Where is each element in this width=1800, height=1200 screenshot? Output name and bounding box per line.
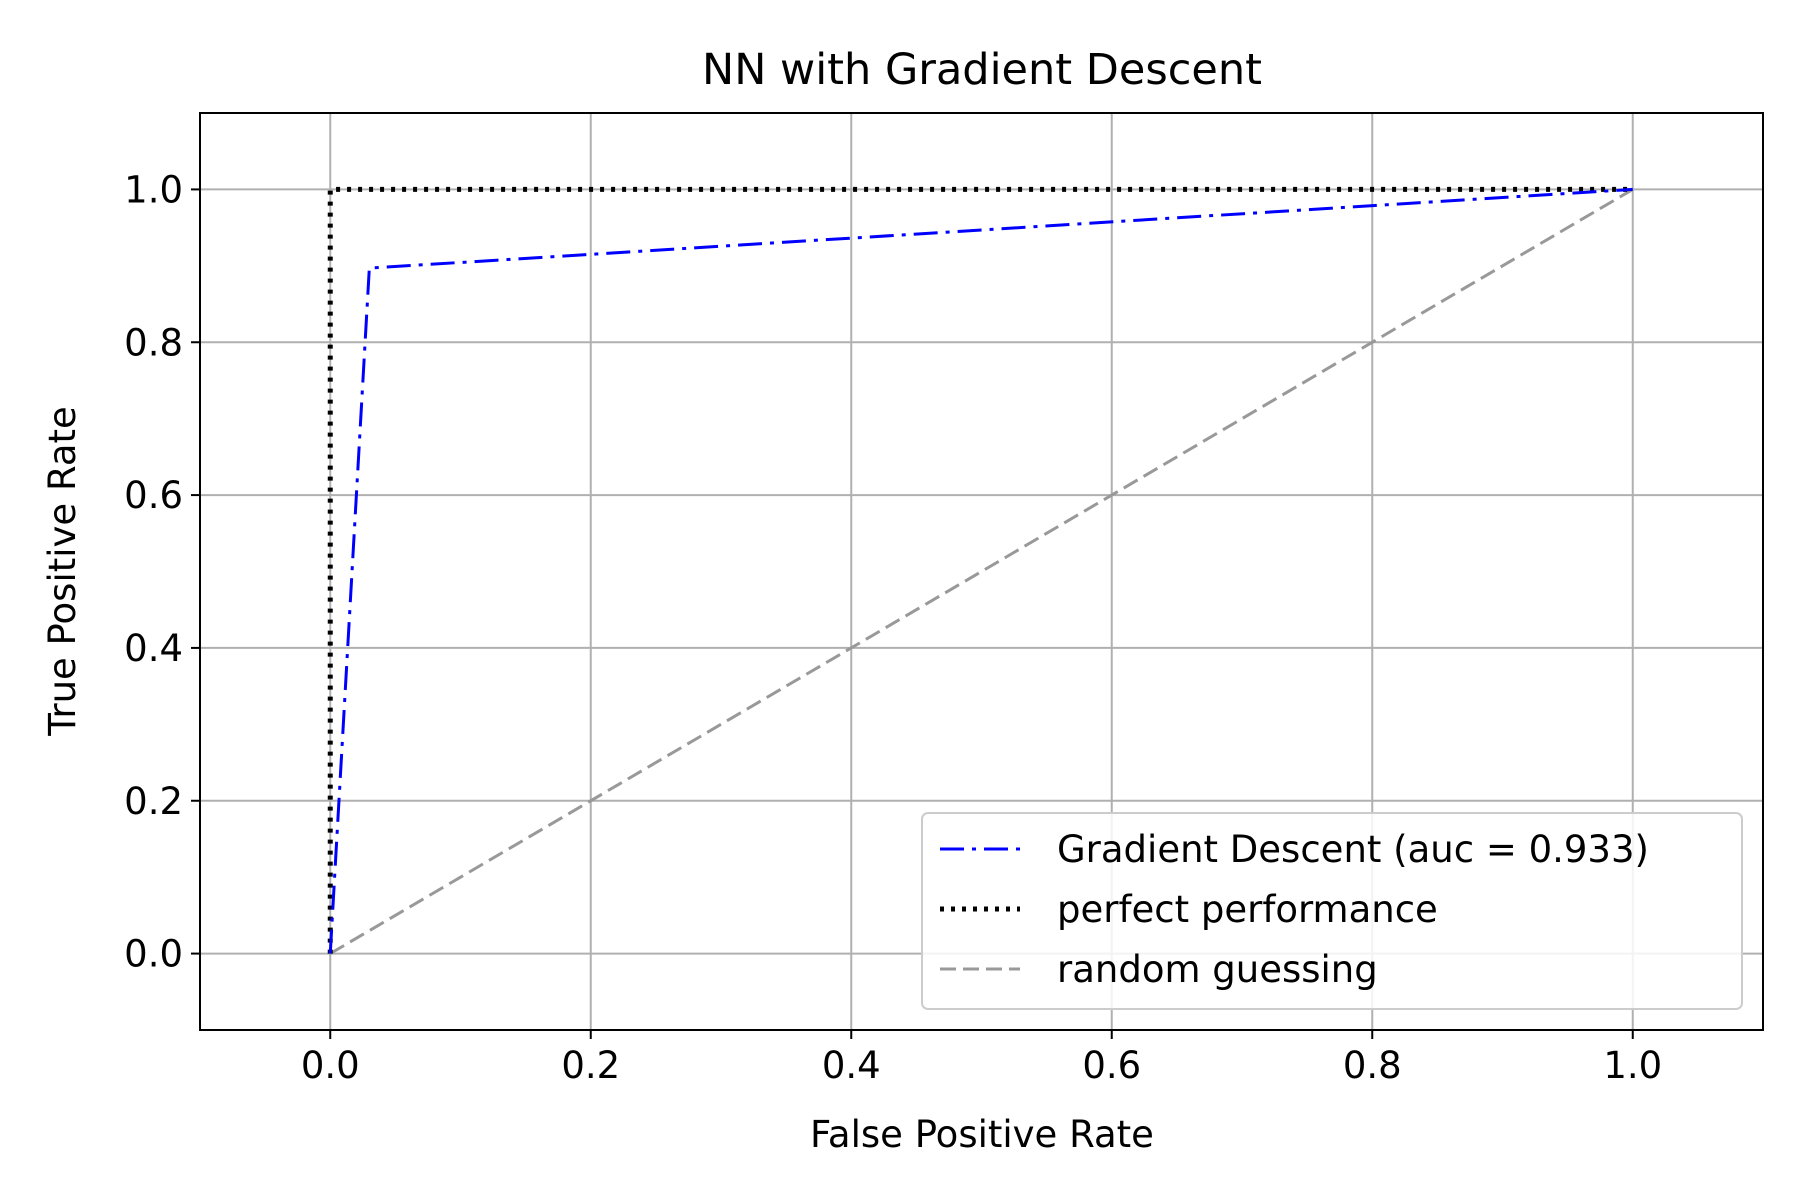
y-tick-label: 0.8 [124,321,183,364]
y-axis-label: True Positive Rate [41,406,84,737]
series-lines [327,186,1634,955]
y-tick-label: 1.0 [124,168,183,211]
chart-title: NN with Gradient Descent [702,45,1262,95]
y-tick-label: 0.2 [124,780,183,823]
x-tick-label: 0.0 [301,1044,360,1087]
legend-label: random guessing [1057,948,1378,991]
y-tick-label: 0.4 [124,627,183,670]
axis-ticks: 0.0 0.2 0.4 0.6 0.8 1.0 0.0 0.2 0.4 0.6 0.8 1.0 [124,168,1662,1087]
y-tick-label: 0.6 [124,474,183,517]
x-tick-label: 0.4 [822,1044,881,1087]
series-line [327,186,1633,954]
legend-label: perfect performance [1057,888,1438,931]
legend-label: Gradient Descent (auc = 0.933) [1057,828,1649,871]
y-tick-label: 0.0 [124,933,183,976]
legend-box [921,812,1743,1010]
x-tick-label: 0.8 [1343,1044,1402,1087]
legend: Gradient Descent (auc = 0.933) perfect pe… [921,812,1743,1010]
series-line [328,187,1633,954]
x-axis-label: False Positive Rate [810,1113,1154,1156]
x-tick-label: 0.6 [1082,1044,1141,1087]
x-tick-label: 0.2 [561,1044,620,1087]
plot-frame [199,112,1764,1031]
x-tick-label: 1.0 [1603,1044,1662,1087]
